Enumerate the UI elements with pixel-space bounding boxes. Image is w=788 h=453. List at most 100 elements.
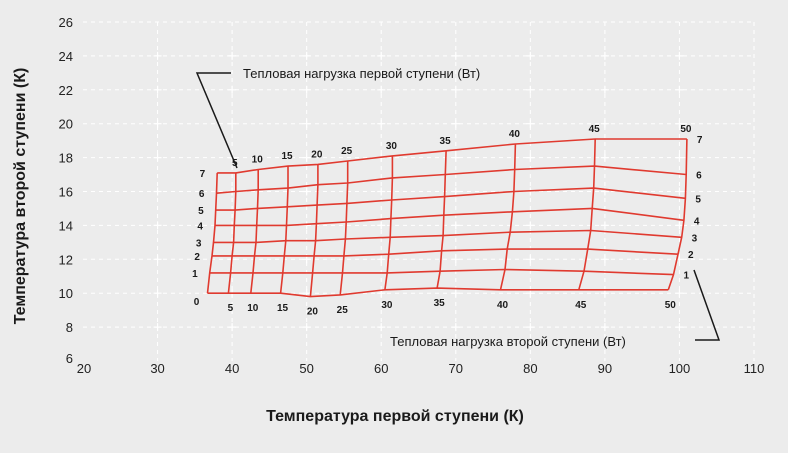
grid-cross: [228, 85, 237, 94]
grid-cross: [526, 51, 535, 60]
first-stage-annotation-leader: [195, 72, 238, 169]
first-stage-load-label-bottom: 5: [228, 303, 234, 314]
grid-cross: [377, 187, 386, 196]
grid-cross: [377, 221, 386, 230]
grid-cross: [600, 153, 609, 162]
y-tick-label: 14: [59, 218, 73, 233]
first-stage-load-line: [206, 172, 218, 294]
grid-cross: [451, 323, 460, 332]
second-stage-load-label-left: 3: [196, 238, 202, 249]
grid-cross: [451, 289, 460, 298]
grid-cross: [377, 255, 386, 264]
first-stage-load-label-top: 45: [589, 124, 601, 135]
first-stage-load-label-bottom: 30: [381, 300, 393, 311]
first-stage-load-label-bottom: 20: [307, 307, 319, 318]
first-stage-load-label-top: 30: [386, 141, 398, 152]
x-tick-label: 100: [669, 361, 691, 376]
y-tick-label: 20: [59, 117, 73, 132]
grid-cross: [675, 187, 684, 196]
y-tick-label: 6: [66, 351, 73, 366]
grid-cross: [302, 153, 311, 162]
grid-cross: [600, 255, 609, 264]
grid-cross: [377, 119, 386, 128]
first-stage-load-label-bottom: 45: [575, 300, 587, 311]
first-stage-load-line: [227, 172, 237, 294]
y-tick-label: 16: [59, 185, 73, 200]
grid-cross: [153, 323, 162, 332]
grid-cross: [526, 255, 535, 264]
grid-cross: [675, 85, 684, 94]
grid-cross: [153, 221, 162, 230]
second-stage-load-line: [209, 268, 674, 276]
second-stage-annotation: Тепловая нагрузка второй ступени (Вт): [390, 334, 626, 349]
grid-cross: [675, 153, 684, 162]
grid-cross: [526, 221, 535, 230]
grid-cross: [228, 51, 237, 60]
grid-cross: [153, 289, 162, 298]
second-stage-load-label-right: 7: [697, 135, 703, 146]
grid-cross: [451, 221, 460, 230]
y-tick-labels: 6 8 10 12 14 16 18 20 22 24 26: [59, 15, 73, 366]
second-stage-load-label-left: 1: [192, 269, 198, 280]
grid-cross: [153, 187, 162, 196]
grid-cross: [153, 119, 162, 128]
grid-cross: [228, 323, 237, 332]
x-tick-label: 20: [77, 361, 91, 376]
grid-cross: [302, 85, 311, 94]
x-tick-label: 40: [225, 361, 239, 376]
grid-cross: [302, 221, 311, 230]
second-stage-load-label-right: 1: [683, 271, 689, 282]
grid-cross: [526, 323, 535, 332]
first-stage-load-label-bottom: 35: [434, 298, 446, 309]
second-stage-load-label-right: 3: [692, 233, 698, 244]
first-stage-load-line: [309, 164, 319, 297]
first-stage-load-label-bottom: 15: [277, 303, 289, 314]
second-stage-load-line: [213, 229, 682, 244]
first-stage-load-line: [279, 166, 289, 294]
x-axis-title: Температура первой ступени (К): [266, 408, 524, 425]
second-stage-load-line: [216, 165, 687, 194]
second-stage-load-line: [212, 248, 679, 257]
grid-cross: [302, 323, 311, 332]
first-stage-load-line: [339, 161, 349, 295]
y-tick-label: 8: [66, 320, 73, 335]
first-stage-annotation: Тепловая нагрузка первой ступени (Вт): [243, 66, 480, 81]
first-stage-load-line: [436, 150, 447, 289]
first-stage-load-line: [250, 169, 259, 294]
first-stage-load-line: [499, 143, 517, 290]
grid-cross: [526, 119, 535, 128]
second-stage-annotation-leader: [693, 269, 721, 341]
second-stage-load-label-left: 7: [200, 169, 206, 180]
grid-cross: [675, 51, 684, 60]
grid-cross: [451, 153, 460, 162]
grid-cross: [153, 85, 162, 94]
second-stage-load-label-left: 2: [194, 252, 200, 263]
y-tick-label: 10: [59, 286, 73, 301]
y-tick-label: 24: [59, 49, 73, 64]
second-stage-load-label-right: 6: [696, 171, 702, 182]
load-point-labels: 5510101515202025253030353540404545505001…: [192, 124, 703, 318]
second-stage-load-label-right: 4: [694, 216, 700, 227]
first-stage-load-label-top: 10: [252, 154, 264, 165]
first-stage-load-label-top: 20: [311, 149, 323, 160]
second-stage-load-label-right: 5: [695, 194, 701, 205]
grid-cross: [600, 119, 609, 128]
second-stage-load-label-left: 4: [197, 221, 203, 232]
first-stage-load-line: [578, 138, 596, 291]
first-stage-load-label-bottom: 40: [497, 300, 509, 311]
second-stage-load-label-right: 2: [688, 250, 694, 261]
first-stage-load-line: [384, 155, 394, 290]
y-tick-label: 22: [59, 83, 73, 98]
second-stage-load-line: [207, 287, 669, 298]
grid-cross: [153, 51, 162, 60]
grid-cross: [675, 221, 684, 230]
first-stage-load-label-top: 35: [440, 136, 452, 147]
grid-cross: [302, 119, 311, 128]
y-tick-label: 12: [59, 252, 73, 267]
grid-cross: [153, 255, 162, 264]
first-stage-load-line: [667, 138, 688, 291]
grid-cross: [302, 51, 311, 60]
first-stage-load-label-top: 40: [509, 129, 521, 140]
y-axis-title: Температура второй ступени (К): [12, 68, 29, 325]
y-tick-label: 18: [59, 151, 73, 166]
